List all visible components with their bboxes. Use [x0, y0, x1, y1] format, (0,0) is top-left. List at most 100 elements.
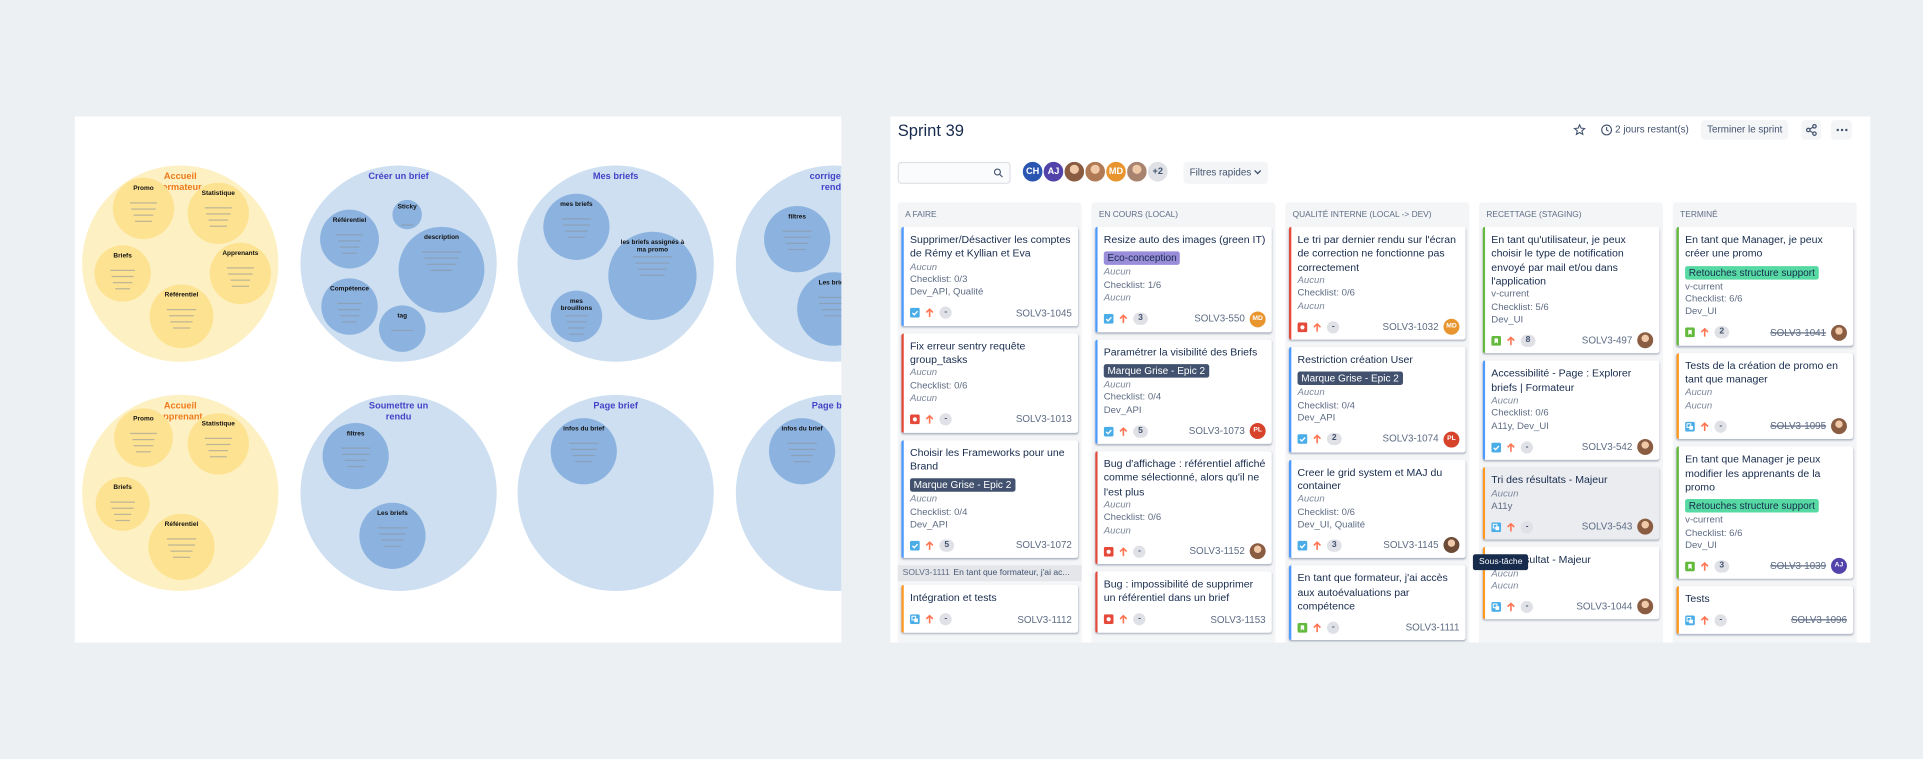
issue-card[interactable]: Accessibilité - Page : Explorer briefs |…	[1482, 360, 1660, 461]
issue-card[interactable]: En tant que Manager, je peux créer une p…	[1676, 226, 1854, 346]
estimate: 5	[939, 539, 955, 552]
issue-card[interactable]: Choisir les Frameworks pour une Brand Mar…	[901, 439, 1079, 559]
subtask-group-header[interactable]: SOLV3-1111 En tant que formateur, j'ai ac…	[897, 565, 1082, 582]
priority-icon	[1313, 322, 1322, 332]
bubble-label: Sticky	[397, 203, 417, 211]
priority-icon	[1313, 623, 1322, 632]
avatar[interactable]: AJ	[1042, 160, 1065, 183]
bubble	[94, 245, 151, 302]
issue-card[interactable]: Restriction création User Marque Grise - …	[1288, 347, 1466, 452]
star-icon[interactable]	[1573, 123, 1586, 136]
issue-card[interactable]: En tant que formateur, j'ai accès aux au…	[1288, 565, 1466, 641]
scribble	[133, 214, 154, 216]
avatar: AJ	[1831, 558, 1847, 575]
card-field: Checklist: 0/6	[909, 379, 968, 391]
tooltip: Sous-tâche	[1472, 554, 1529, 571]
avatar[interactable]: MD	[1104, 160, 1128, 183]
issue-card[interactable]: Tests - SOLV3-1096	[1676, 586, 1854, 634]
scribble	[793, 461, 811, 463]
issue-type-icon	[1685, 561, 1695, 572]
scribble	[782, 230, 813, 232]
card-field: Checklist: 0/3	[909, 273, 968, 285]
scribble	[341, 252, 358, 254]
card-field: v-current	[1685, 280, 1723, 292]
card-title: Accessibilité - Page : Explorer briefs |…	[1491, 367, 1632, 394]
card-title: Tests	[1685, 592, 1710, 605]
issue-key: SOLV3-1072	[1015, 539, 1072, 551]
estimate: 3	[1326, 539, 1342, 552]
bubble	[320, 209, 379, 269]
issue-card[interactable]: Bug d'affichage : référentiel affiché co…	[1095, 451, 1272, 565]
scribble	[341, 321, 358, 323]
issue-type-icon	[1491, 522, 1502, 532]
issue-key: SOLV3-1096	[1790, 614, 1847, 626]
scribble	[111, 275, 134, 278]
avatar[interactable]	[1125, 160, 1148, 183]
card-list: Supprimer/Désactiver les comptes de Rémy…	[897, 226, 1082, 633]
issue-card[interactable]: Tri des résultats - Majeur Aucun A11y - SOLV…	[1482, 467, 1660, 540]
column: EN COURS (LOCAL) Resize auto des images (…	[1091, 202, 1276, 643]
complete-sprint-button[interactable]: Terminer le sprint	[1701, 120, 1789, 140]
bubble-label: les briefs assignés à ma promo	[620, 239, 685, 254]
issue-card[interactable]: Intégration et tests - SOLV3-1112	[901, 585, 1079, 633]
issue-card[interactable]: Creer le grid system et MAJ du container…	[1288, 459, 1466, 559]
bubble-label: filtres	[788, 213, 806, 221]
scribble	[336, 302, 363, 305]
issue-type-icon	[1297, 434, 1308, 445]
card-footer: 3 SOLV3-1145	[1297, 537, 1460, 554]
issue-card[interactable]: Supprimer/Désactiver les comptes de Rémy…	[901, 226, 1079, 326]
card-title: Choisir les Frameworks pour une Brand	[909, 445, 1065, 472]
more-button[interactable]	[1831, 120, 1852, 140]
scribble	[226, 267, 255, 269]
scribble	[206, 443, 231, 446]
card-field: v-current	[1685, 513, 1723, 525]
card-field: Dev_API	[909, 518, 948, 530]
avatar[interactable]: CH	[1021, 160, 1044, 183]
frame-title: Créer un brief	[368, 170, 429, 182]
issue-type-icon	[1103, 614, 1114, 625]
issue-type-icon	[1297, 622, 1308, 633]
card-field: Aucun	[1103, 266, 1131, 278]
sprint-title: Sprint 39	[897, 121, 965, 140]
issue-card[interactable]: Resize auto des images (green IT) Eco-con…	[1095, 226, 1272, 332]
search-input[interactable]	[897, 161, 1011, 184]
issue-card[interactable]: Fix erreur sentry requête group_tasks Auc…	[901, 333, 1079, 433]
avatar[interactable]	[1084, 160, 1107, 183]
issue-key: SOLV3-497	[1581, 335, 1633, 347]
scribble	[130, 432, 157, 435]
estimate: 3	[1714, 560, 1730, 573]
more-avatars[interactable]: +2	[1146, 160, 1169, 183]
scribble	[381, 539, 404, 541]
issue-type-icon	[1103, 313, 1114, 324]
issue-type-icon	[1685, 421, 1695, 432]
epic-label: Eco-conception	[1103, 251, 1181, 266]
card-footer: - SOLV3-1096	[1685, 613, 1847, 629]
card-title: Restriction création User	[1297, 353, 1413, 366]
scribble	[210, 225, 227, 227]
issue-type-icon	[1685, 615, 1695, 626]
issue-card[interactable]: En tant que Manager je peux modifier les…	[1676, 446, 1854, 580]
issue-card[interactable]: Bug : impossibilité de supprimer un réfé…	[1095, 571, 1272, 633]
issue-card[interactable]: Paramétrer la visibilité des Briefs Marqu…	[1095, 339, 1272, 444]
issue-type-icon	[909, 614, 920, 625]
card-field: Aucun	[1297, 300, 1325, 312]
scribble	[131, 208, 156, 210]
column-header: TERMINÉ	[1680, 210, 1718, 220]
bubble	[764, 205, 831, 273]
avatar[interactable]	[1063, 160, 1086, 183]
card-title: Paramétrer la visibilité des Briefs	[1103, 345, 1258, 358]
card-field: Checklist: 0/4	[1297, 399, 1355, 411]
card-list: Resize auto des images (green IT) Eco-con…	[1091, 226, 1275, 633]
bubble-label: Statistique	[201, 420, 235, 428]
quick-filters-button[interactable]: Filtres rapides	[1183, 161, 1269, 184]
scribble	[569, 333, 584, 335]
issue-card[interactable]: Le tri par dernier rendu sur l'écran de …	[1288, 226, 1466, 340]
scribble	[169, 315, 194, 317]
issue-card[interactable]: Tests de la création de promo en tant qu…	[1676, 352, 1854, 440]
issue-card[interactable]: En tant qu'utilisateur, je peux choisir …	[1482, 226, 1660, 354]
priority-icon	[1119, 546, 1128, 556]
scribble	[167, 308, 196, 311]
share-button[interactable]	[1801, 120, 1822, 140]
card-field: Aucun	[1103, 498, 1131, 510]
scribble	[567, 236, 586, 238]
